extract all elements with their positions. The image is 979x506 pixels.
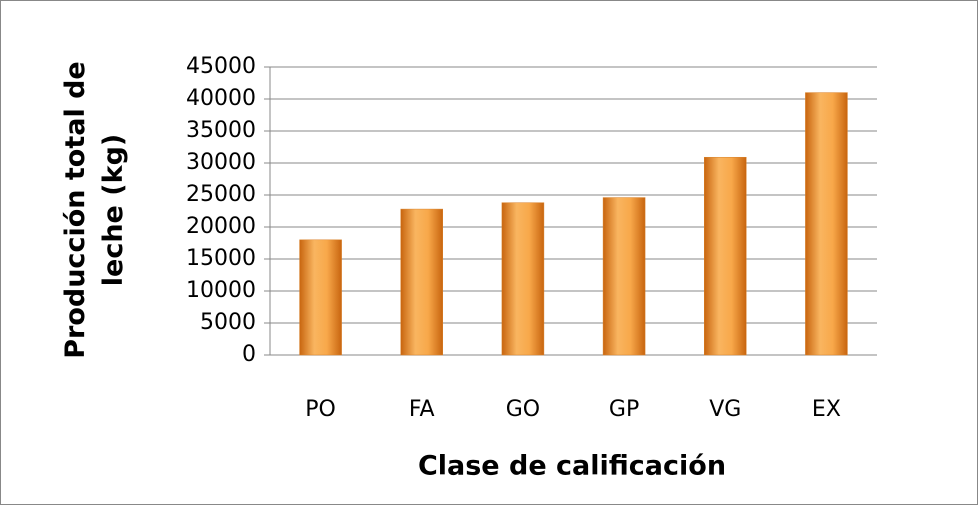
bar	[501, 202, 545, 356]
y-tick-label: 20000	[186, 214, 256, 239]
bar	[400, 208, 443, 356]
x-tick-label: EX	[812, 397, 841, 422]
y-tick-label: 45000	[186, 54, 256, 79]
x-tick-label: GO	[506, 397, 540, 422]
x-axis-label: Clase de calificación	[418, 451, 726, 482]
y-axis-label: Producción total de leche (kg)	[60, 61, 129, 359]
bar	[299, 239, 342, 356]
bar	[805, 92, 848, 356]
x-tick-label: PO	[305, 397, 336, 422]
y-tick-label: 5000	[200, 310, 256, 335]
x-tick-label: FA	[409, 397, 435, 422]
x-tick-label: VG	[709, 397, 741, 422]
bar	[602, 197, 646, 356]
y-tick-label: 35000	[186, 118, 256, 143]
y-tick-label: 25000	[186, 182, 256, 207]
y-tick-label: 15000	[186, 246, 256, 271]
y-tick-label: 0	[242, 342, 256, 367]
x-tick-label: GP	[609, 397, 639, 422]
y-tick-label: 30000	[186, 150, 256, 175]
bar	[704, 156, 747, 356]
y-tick-label: 10000	[186, 278, 256, 303]
y-tick-label: 40000	[186, 86, 256, 111]
